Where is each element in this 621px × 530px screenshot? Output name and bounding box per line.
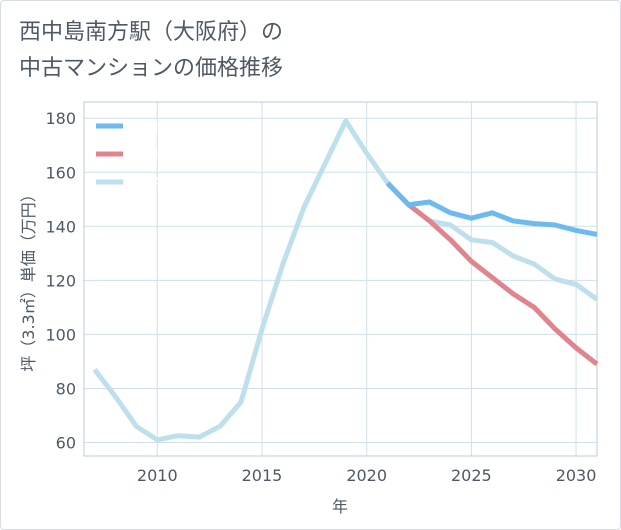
legend-label: バッドシナリオ [126, 148, 217, 163]
y-axis-label: 坪（3.3㎡）単価（万円） [19, 186, 38, 371]
y-tick-label: 160 [45, 163, 76, 182]
y-tick-label: 80 [56, 379, 76, 398]
x-tick-label: 2025 [451, 466, 492, 485]
series-line-1 [385, 181, 598, 237]
y-tick-label: 60 [56, 433, 76, 452]
chart-title-line-2: 中古マンションの価格推移 [19, 56, 284, 81]
plot-frame [83, 101, 598, 457]
x-axis-label: 年 [332, 497, 348, 516]
x-tick-label: 2030 [556, 466, 597, 485]
y-tick-labels: 60 80 100 120 140 160 180 [45, 109, 76, 452]
series-line-2 [385, 181, 599, 367]
legend-label: グッドシナリオ [126, 120, 217, 135]
y-tick-label: 140 [45, 217, 76, 236]
legend-label: ノーマルシナリオ [126, 176, 230, 191]
chart-title-line-1: 西中島南方駅（大阪府）の [19, 20, 284, 45]
chart-title: 西中島南方駅（大阪府）の 中古マンションの価格推移 [19, 15, 283, 87]
x-tick-label: 2020 [346, 466, 387, 485]
series-line-3 [92, 118, 599, 443]
y-tick-label: 100 [45, 325, 76, 344]
grid [84, 102, 597, 456]
x-tick-label: 2015 [242, 466, 283, 485]
x-tick-labels: 2010 2015 2020 2025 2030 [137, 466, 596, 485]
series-lines [92, 118, 599, 443]
x-tick-label: 2010 [137, 466, 178, 485]
y-tick-label: 180 [45, 109, 76, 128]
y-tick-label: 120 [45, 271, 76, 290]
